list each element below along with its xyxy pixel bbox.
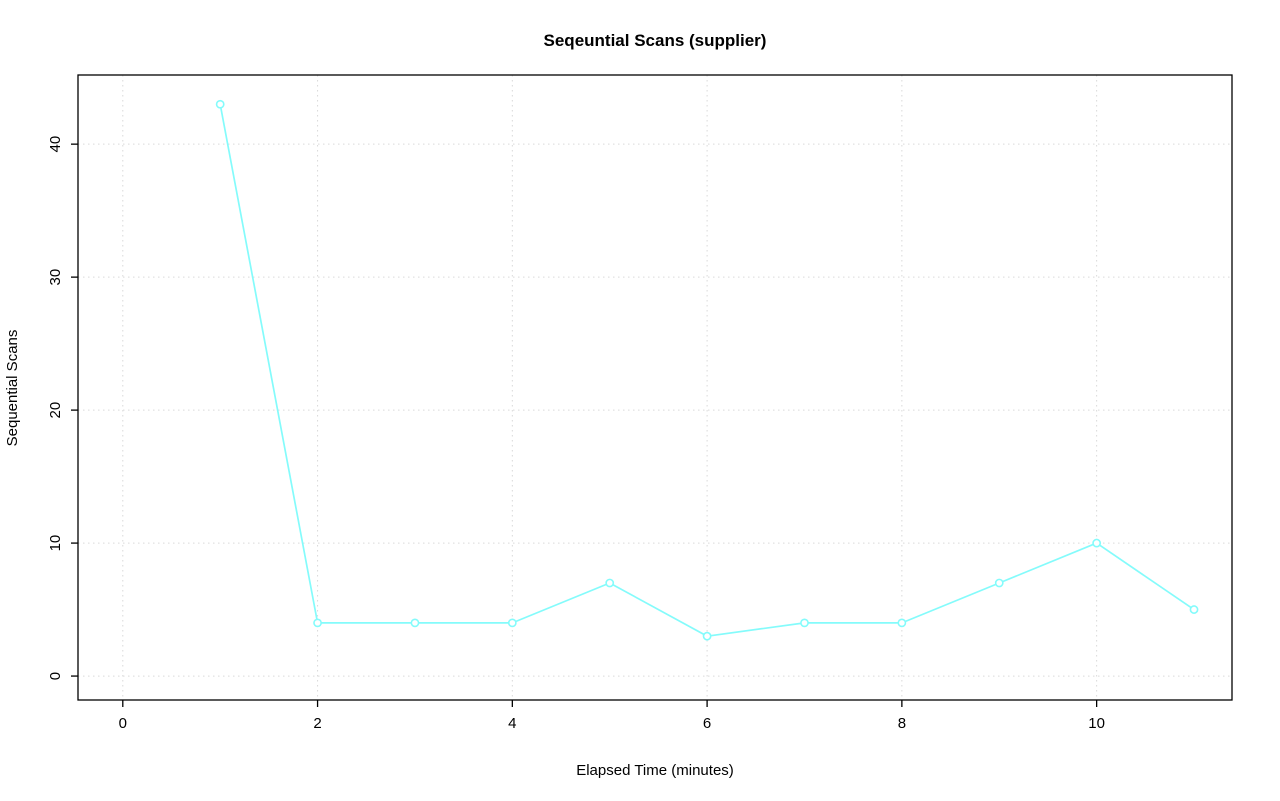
gridlines <box>78 75 1232 700</box>
x-axis-label: Elapsed Time (minutes) <box>576 762 734 779</box>
y-tick-label: 20 <box>47 402 64 419</box>
data-point-marker <box>313 618 322 628</box>
y-tick-label: 10 <box>47 535 64 552</box>
y-axis-label: Sequential Scans <box>4 330 21 447</box>
data-point-marker <box>1189 605 1199 614</box>
data-point-marker <box>702 631 712 641</box>
data-point-marker <box>410 618 420 628</box>
data-point-marker <box>994 578 1004 588</box>
x-tick-label: 2 <box>313 715 321 732</box>
data-point-marker <box>1092 538 1102 548</box>
y-tick-label: 30 <box>47 269 64 286</box>
chart-title: Seqeuntial Scans (supplier) <box>544 31 767 50</box>
plot-frame <box>77 74 1233 701</box>
x-tick-label: 0 <box>119 715 127 732</box>
plot-area: 0 2 4 6 8 10 0 10 20 30 40 <box>47 74 1233 732</box>
data-point-marker <box>897 618 907 628</box>
data-point-marker <box>215 99 225 109</box>
y-tick-label: 40 <box>47 136 64 153</box>
y-tick-label: 0 <box>47 672 64 680</box>
x-tick-label: 8 <box>898 715 906 732</box>
data-point-marker <box>605 578 615 588</box>
data-point-marker <box>800 618 809 628</box>
x-tick-label: 4 <box>508 715 516 732</box>
x-tick-label: 10 <box>1088 715 1105 732</box>
y-axis-ticks: 0 10 20 30 40 <box>47 136 78 680</box>
x-tick-label: 6 <box>703 715 711 732</box>
x-axis-ticks: 0 2 4 6 8 10 <box>119 700 1105 732</box>
data-point-marker <box>507 618 517 628</box>
series-markers <box>215 99 1199 641</box>
